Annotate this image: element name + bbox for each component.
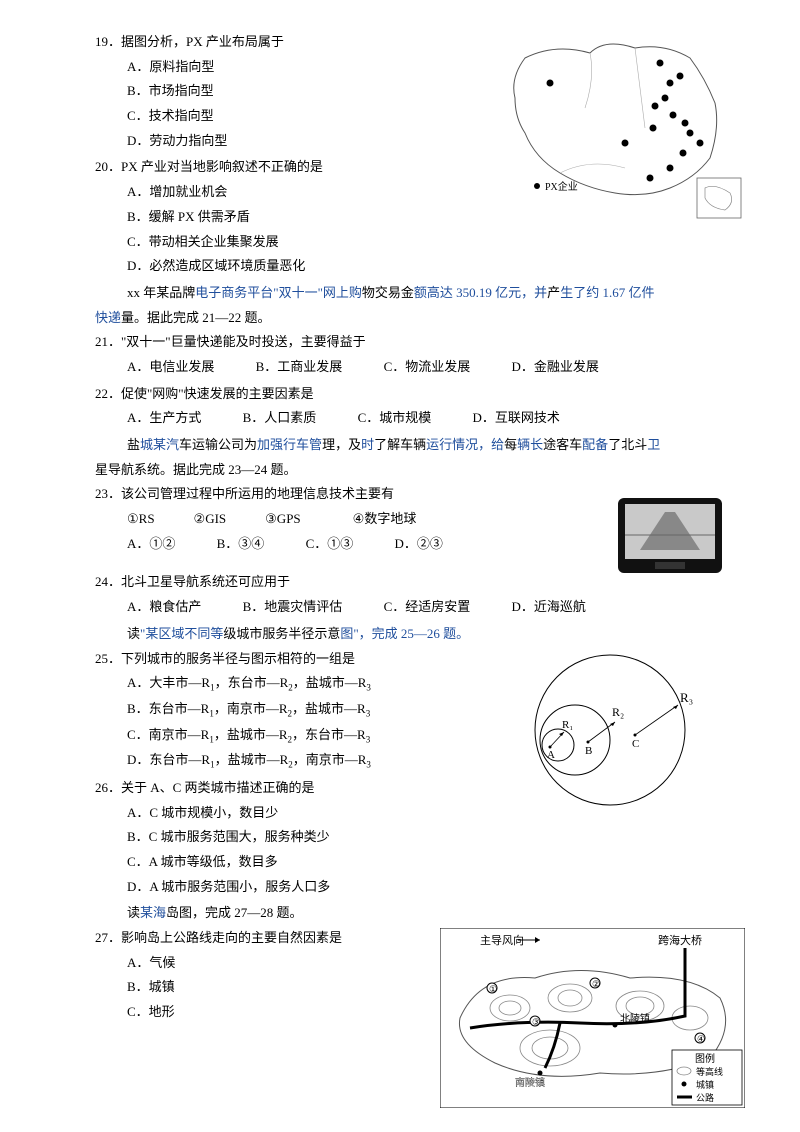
q20-d: D．必然造成区域环境质量恶化 [95,254,740,279]
q26-d: D．A 城市服务范围小，服务人口多 [95,875,740,900]
q21-d: D．金融业发展 [511,355,598,380]
question-21: 21．"双十一"巨量快递能及时投送，主要得益于 A．电信业发展 B．工商业发展 … [95,330,740,379]
svg-text:R₁: R₁ [562,719,573,731]
svg-text:主导风向: 主导风向 [480,933,524,947]
q23-b: B．③④ [217,532,265,557]
gps-device-figure [610,490,730,585]
q21-a: A．电信业发展 [127,355,214,380]
q20-c: C．带动相关企业集聚发展 [95,230,740,255]
question-22: 22．促使"网购"快速发展的主要因素是 A．生产方式 B．人口素质 C．城市规模… [95,382,740,431]
svg-text:跨海大桥: 跨海大桥 [658,933,702,947]
q21-stem: 21．"双十一"巨量快递能及时投送，主要得益于 [95,330,740,355]
q22-stem: 22．促使"网购"快速发展的主要因素是 [95,382,740,407]
svg-text:③: ③ [532,1017,540,1027]
context-21-22-line2: 快递量。据此完成 21—22 题。 [95,306,740,331]
svg-text:B: B [585,745,592,757]
svg-text:②: ② [592,979,600,989]
svg-text:南陵镇: 南陵镇 [515,1076,545,1089]
island-map-figure: 主导风向 跨海大桥 北陵镇 南陵镇 ① ② ③ ④ 图例 等高线 城镇 公路 [440,928,745,1108]
q23-c: C．①③ [306,532,354,557]
q23-d: D．②③ [394,532,442,557]
context-23-24-line2: 星导航系统。据此完成 23—24 题。 [95,458,740,483]
q26-c: C．A 城市等级低，数目多 [95,850,740,875]
context-25-26: 读"某区域不同等级城市服务半径示意图"，完成 25—26 题。 [95,622,740,647]
q24-b: B．地震灾情评估 [243,595,343,620]
q22-c: C．城市规模 [358,406,432,431]
context-21-22: xx 年某品牌电子商务平台"双十一"网上购物交易金额高达 350.19 亿元，并… [95,281,740,306]
q22-a: A．生产方式 [127,406,201,431]
q21-c: C．物流业发展 [384,355,471,380]
svg-text:公路: 公路 [696,1092,714,1103]
q24-a: A．粮食估产 [127,595,201,620]
svg-text:PX企业: PX企业 [545,180,578,193]
svg-text:城镇: 城镇 [696,1079,714,1090]
svg-text:④: ④ [697,1034,705,1044]
q24-c: C．经适房安置 [384,595,471,620]
svg-text:北陵镇: 北陵镇 [620,1012,650,1025]
svg-text:R₃: R₃ [680,690,693,705]
svg-text:图例: 图例 [695,1052,715,1065]
q24-d: D．近海巡航 [511,595,585,620]
q22-d: D．互联网技术 [472,406,559,431]
q22-b: B．人口素质 [243,406,317,431]
svg-text:C: C [632,738,639,750]
context-23-24: 盐城某汽车运输公司为加强行车管理，及时了解车辆运行情况，给每辆长途客车配备了北斗… [95,433,740,458]
svg-text:A: A [547,749,555,761]
q26-b: B．C 城市服务范围大，服务种类少 [95,825,740,850]
q23-a: A．①② [127,532,175,557]
svg-text:①: ① [489,984,497,994]
china-map-figure: PX企业 [495,28,745,223]
q21-b: B．工商业发展 [256,355,343,380]
svg-text:R₂: R₂ [612,705,624,719]
service-radius-figure: R₁ R₂ R₃ A B C [520,650,725,810]
svg-text:等高线: 等高线 [696,1066,723,1077]
context-27-28: 读某海岛图，完成 27—28 题。 [95,901,740,926]
